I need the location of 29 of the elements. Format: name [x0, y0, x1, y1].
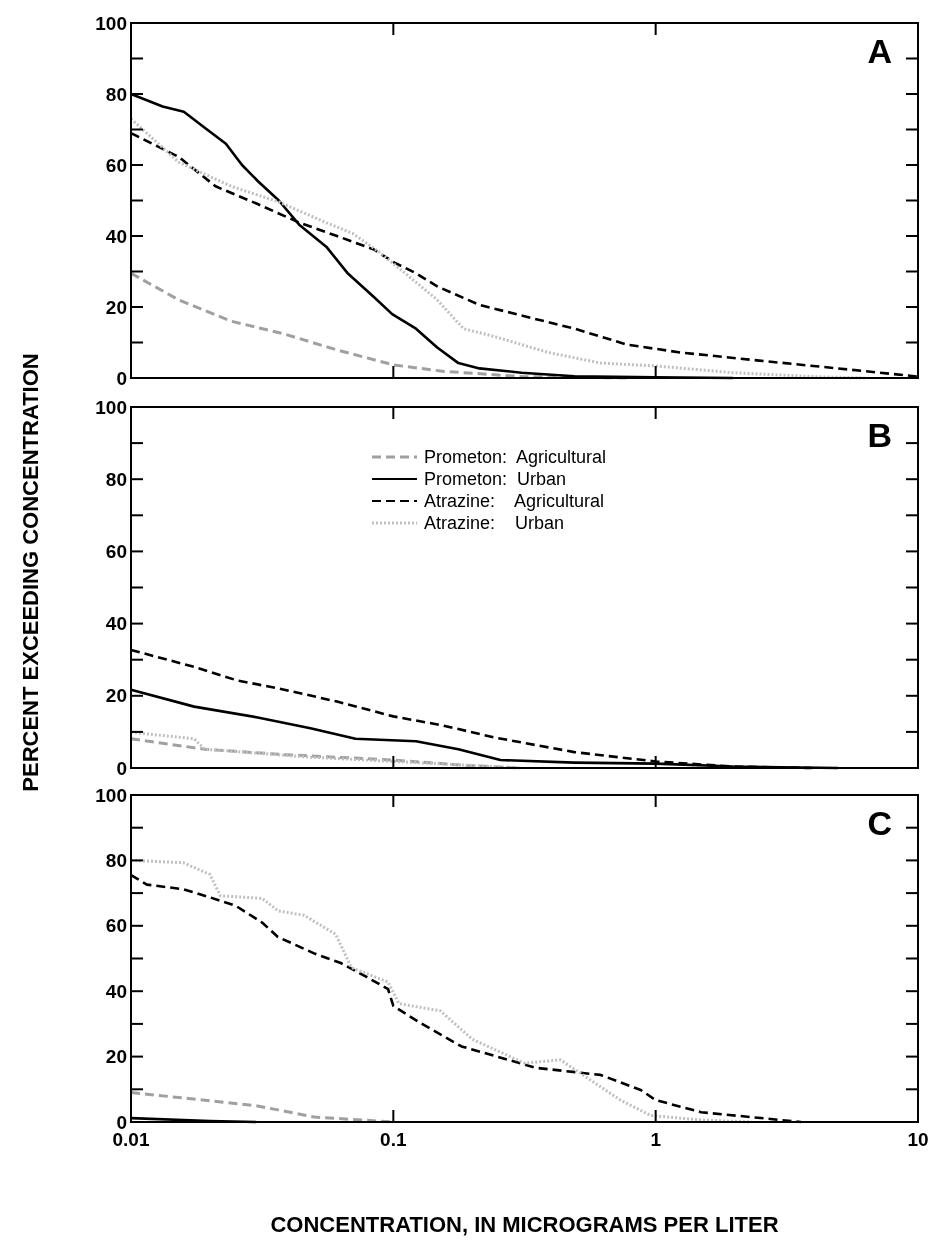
y-axis-title: PERCENT EXCEEDING CONCENTRATION	[18, 353, 43, 792]
legend-label: Prometon: Agricultural	[424, 447, 607, 468]
y-tick-label: 20	[105, 685, 127, 707]
y-tick-label: 0	[116, 757, 127, 779]
x-tick-label: 1	[650, 1129, 662, 1150]
y-tick-label: 100	[95, 784, 127, 806]
y-tick-label: 80	[105, 468, 127, 490]
y-tick-label: 20	[105, 1046, 127, 1068]
x-tick-label: 10	[907, 1129, 929, 1150]
chart-title: A	[867, 32, 892, 70]
y-tick-label: 60	[105, 541, 127, 563]
y-tick-label: 100	[95, 12, 127, 34]
legend-label: Atrazine: Agricultural	[424, 491, 605, 512]
y-tick-label: 20	[105, 296, 127, 318]
y-tick-label: 60	[105, 915, 127, 937]
legend-label: Prometon: Urban	[424, 469, 567, 490]
chart-title: C	[867, 804, 892, 842]
y-tick-label: 80	[105, 850, 127, 872]
x-tick-label: 0.1	[380, 1129, 407, 1150]
y-tick-label: 100	[95, 396, 127, 418]
legend-label: Atrazine: Urban	[424, 513, 565, 534]
y-tick-label: 0	[116, 367, 127, 389]
y-tick-label: 80	[105, 83, 127, 105]
y-tick-label: 60	[105, 154, 127, 176]
x-axis-title: CONCENTRATION, IN MICROGRAMS PER LITER	[270, 1212, 779, 1237]
chart-title: B	[867, 416, 892, 454]
y-tick-label: 40	[105, 613, 127, 635]
y-tick-label: 40	[105, 225, 127, 247]
y-tick-label: 40	[105, 980, 127, 1002]
